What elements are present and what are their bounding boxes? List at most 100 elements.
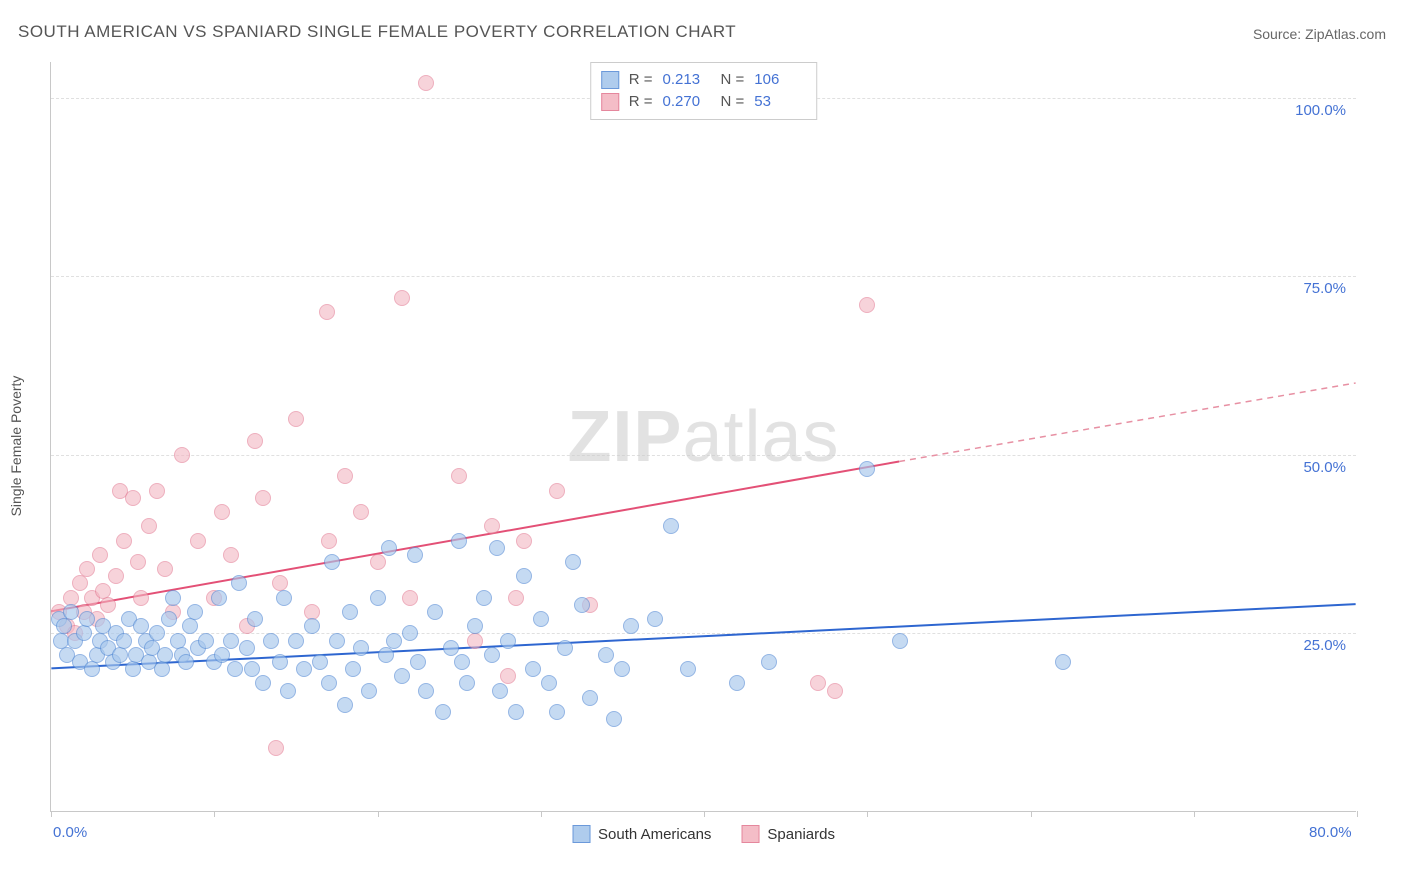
scatter-point-south-american	[892, 633, 908, 649]
scatter-point-spaniard	[467, 633, 483, 649]
scatter-point-south-american	[157, 647, 173, 663]
scatter-point-south-american	[231, 575, 247, 591]
gridline	[51, 276, 1356, 277]
scatter-point-spaniard	[370, 554, 386, 570]
scatter-point-south-american	[63, 604, 79, 620]
watermark-atlas: atlas	[682, 397, 839, 477]
scatter-point-south-american	[410, 654, 426, 670]
scatter-point-spaniard	[516, 533, 532, 549]
r-value-spaniard: 0.270	[663, 91, 711, 113]
scatter-point-south-american	[859, 461, 875, 477]
scatter-point-south-american	[647, 611, 663, 627]
scatter-point-south-american	[239, 640, 255, 656]
scatter-point-south-american	[454, 654, 470, 670]
watermark: ZIPatlas	[567, 396, 839, 478]
r-value-south-american: 0.213	[663, 69, 711, 91]
y-tick-label: 100.0%	[1295, 102, 1346, 119]
scatter-point-spaniard	[810, 675, 826, 691]
n-label: N =	[721, 91, 745, 113]
scatter-point-south-american	[606, 711, 622, 727]
scatter-point-south-american	[394, 668, 410, 684]
scatter-point-south-american	[211, 590, 227, 606]
scatter-point-spaniard	[268, 740, 284, 756]
scatter-point-south-american	[178, 654, 194, 670]
x-tick	[378, 811, 379, 817]
scatter-point-spaniard	[337, 468, 353, 484]
scatter-point-spaniard	[149, 483, 165, 499]
scatter-point-south-american	[312, 654, 328, 670]
scatter-point-south-american	[244, 661, 260, 677]
scatter-point-south-american	[467, 618, 483, 634]
scatter-point-south-american	[154, 661, 170, 677]
scatter-point-south-american	[476, 590, 492, 606]
x-tick	[704, 811, 705, 817]
x-tick	[51, 811, 52, 817]
scatter-point-south-american	[170, 633, 186, 649]
scatter-point-south-american	[443, 640, 459, 656]
scatter-point-spaniard	[451, 468, 467, 484]
scatter-point-spaniard	[394, 290, 410, 306]
scatter-point-south-american	[614, 661, 630, 677]
bottom-legend: South Americans Spaniards	[572, 825, 835, 843]
scatter-point-south-american	[427, 604, 443, 620]
scatter-point-spaniard	[116, 533, 132, 549]
scatter-point-south-american	[407, 547, 423, 563]
x-tick	[867, 811, 868, 817]
scatter-point-south-american	[402, 625, 418, 641]
scatter-point-south-american	[516, 568, 532, 584]
source-prefix: Source:	[1253, 26, 1305, 42]
watermark-zip: ZIP	[567, 397, 682, 477]
scatter-point-south-american	[84, 661, 100, 677]
swatch-south-american	[572, 825, 590, 843]
scatter-point-spaniard	[79, 561, 95, 577]
scatter-point-south-american	[541, 675, 557, 691]
scatter-point-spaniard	[859, 297, 875, 313]
scatter-point-south-american	[492, 683, 508, 699]
n-label: N =	[721, 69, 745, 91]
scatter-point-south-american	[296, 661, 312, 677]
legend-label-south-american: South Americans	[598, 826, 711, 843]
scatter-point-south-american	[276, 590, 292, 606]
scatter-point-spaniard	[500, 668, 516, 684]
scatter-point-spaniard	[319, 304, 335, 320]
x-tick	[541, 811, 542, 817]
scatter-point-south-american	[663, 518, 679, 534]
n-value-spaniard: 53	[754, 91, 802, 113]
scatter-point-spaniard	[130, 554, 146, 570]
stats-legend: R = 0.213 N = 106 R = 0.270 N = 53	[590, 62, 818, 120]
scatter-point-south-american	[223, 633, 239, 649]
scatter-point-south-american	[500, 633, 516, 649]
y-tick-label: 25.0%	[1303, 637, 1346, 654]
scatter-point-spaniard	[72, 575, 88, 591]
scatter-point-south-american	[508, 704, 524, 720]
scatter-point-spaniard	[272, 575, 288, 591]
scatter-point-spaniard	[108, 568, 124, 584]
scatter-point-south-american	[227, 661, 243, 677]
scatter-point-spaniard	[125, 490, 141, 506]
scatter-point-spaniard	[353, 504, 369, 520]
scatter-point-south-american	[381, 540, 397, 556]
x-tick	[214, 811, 215, 817]
scatter-point-south-american	[76, 625, 92, 641]
scatter-point-south-american	[345, 661, 361, 677]
scatter-point-spaniard	[223, 547, 239, 563]
r-label: R =	[629, 91, 653, 113]
scatter-point-south-american	[187, 604, 203, 620]
scatter-point-south-american	[557, 640, 573, 656]
scatter-point-south-american	[161, 611, 177, 627]
scatter-point-spaniard	[174, 447, 190, 463]
scatter-point-south-american	[329, 633, 345, 649]
y-tick-label: 75.0%	[1303, 280, 1346, 297]
scatter-point-spaniard	[827, 683, 843, 699]
scatter-point-south-american	[116, 633, 132, 649]
scatter-point-south-american	[565, 554, 581, 570]
y-axis-label: Single Female Poverty	[8, 376, 24, 517]
scatter-point-south-american	[418, 683, 434, 699]
scatter-point-spaniard	[157, 561, 173, 577]
scatter-point-south-american	[386, 633, 402, 649]
scatter-point-south-american	[342, 604, 358, 620]
scatter-point-south-american	[337, 697, 353, 713]
scatter-point-south-american	[324, 554, 340, 570]
scatter-point-spaniard	[141, 518, 157, 534]
scatter-point-south-american	[321, 675, 337, 691]
